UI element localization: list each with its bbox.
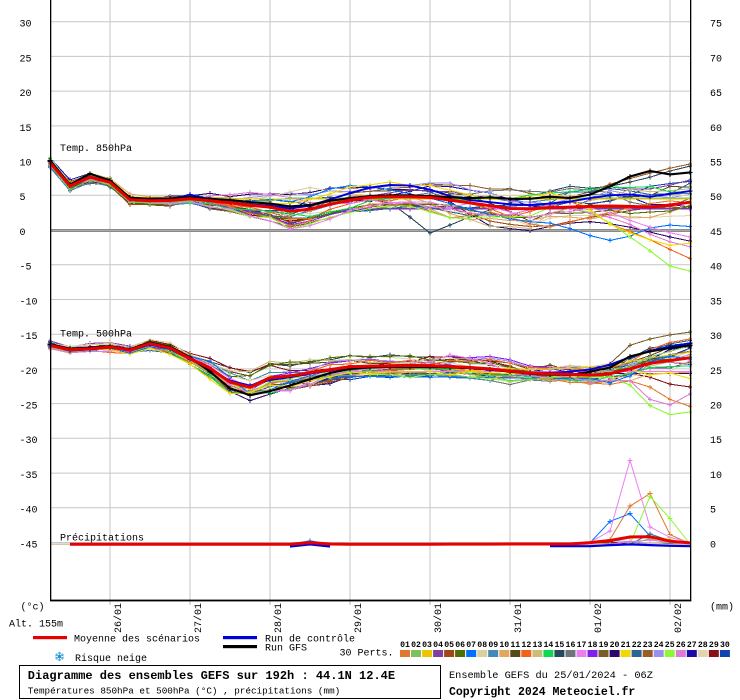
svg-text:-15: -15 bbox=[20, 332, 38, 343]
svg-text:Temp. 500hPa: Temp. 500hPa bbox=[60, 329, 132, 341]
svg-text:75: 75 bbox=[710, 20, 722, 31]
svg-text:25: 25 bbox=[710, 367, 722, 378]
svg-text:29: 29 bbox=[709, 641, 719, 650]
svg-text:20: 20 bbox=[710, 402, 722, 413]
svg-text:20: 20 bbox=[610, 641, 620, 650]
svg-text:-35: -35 bbox=[20, 471, 38, 482]
svg-text:Run de contrôle: Run de contrôle bbox=[265, 634, 355, 646]
svg-text:Ensemble GEFS du 25/01/2024 -: Ensemble GEFS du 25/01/2024 - 06Z bbox=[449, 670, 653, 682]
svg-text:01/02: 01/02 bbox=[593, 603, 605, 633]
svg-text:25: 25 bbox=[20, 54, 32, 65]
svg-text:27/01: 27/01 bbox=[193, 603, 205, 633]
svg-text:28: 28 bbox=[698, 641, 708, 650]
svg-text:60: 60 bbox=[710, 124, 722, 135]
svg-text:10: 10 bbox=[710, 471, 722, 482]
svg-text:28/01: 28/01 bbox=[273, 603, 285, 633]
svg-text:70: 70 bbox=[710, 54, 722, 65]
svg-text:Diagramme des ensembles GEFS s: Diagramme des ensembles GEFS sur 192h : … bbox=[28, 669, 395, 683]
svg-text:40: 40 bbox=[710, 263, 722, 274]
svg-text:13: 13 bbox=[532, 641, 542, 650]
svg-text:-20: -20 bbox=[20, 367, 38, 378]
svg-text:45: 45 bbox=[710, 228, 722, 239]
svg-text:19: 19 bbox=[599, 641, 609, 650]
svg-text:07: 07 bbox=[466, 641, 476, 650]
svg-text:Temp. 850hPa: Temp. 850hPa bbox=[60, 143, 132, 155]
svg-text:16: 16 bbox=[566, 641, 576, 650]
svg-text:35: 35 bbox=[710, 297, 722, 308]
svg-text:24: 24 bbox=[654, 641, 664, 650]
svg-text:Moyenne des scénarios: Moyenne des scénarios bbox=[74, 634, 200, 646]
svg-text:04: 04 bbox=[433, 641, 443, 650]
svg-text:Températures 850hPa et 500hPa: Températures 850hPa et 500hPa (°C) , pré… bbox=[28, 686, 340, 697]
svg-text:30: 30 bbox=[20, 20, 32, 31]
svg-text:-25: -25 bbox=[20, 402, 38, 413]
svg-text:30 Perts.: 30 Perts. bbox=[340, 649, 394, 660]
svg-text:26: 26 bbox=[676, 641, 686, 650]
svg-text:08: 08 bbox=[477, 641, 487, 650]
svg-text:06: 06 bbox=[455, 641, 465, 650]
svg-text:30/01: 30/01 bbox=[433, 603, 445, 633]
svg-text:Alt. 155m: Alt. 155m bbox=[9, 618, 63, 630]
svg-text:18: 18 bbox=[588, 641, 598, 650]
svg-text:02/02: 02/02 bbox=[673, 603, 685, 633]
svg-text:14: 14 bbox=[543, 641, 553, 650]
svg-text:26/01: 26/01 bbox=[113, 603, 125, 633]
svg-text:Risque neige: Risque neige bbox=[75, 653, 147, 665]
svg-text:03: 03 bbox=[422, 641, 432, 650]
svg-text:Précipitations: Précipitations bbox=[60, 533, 144, 545]
svg-text:22: 22 bbox=[632, 641, 642, 650]
svg-text:Run GFS: Run GFS bbox=[265, 644, 307, 655]
svg-text:05: 05 bbox=[444, 641, 454, 650]
svg-text:27: 27 bbox=[687, 641, 697, 650]
svg-text:31/01: 31/01 bbox=[513, 603, 525, 633]
svg-text:55: 55 bbox=[710, 158, 722, 169]
svg-text:-5: -5 bbox=[20, 263, 32, 274]
svg-text:29/01: 29/01 bbox=[353, 603, 365, 633]
svg-text:(°c): (°c) bbox=[21, 602, 45, 614]
svg-text:09: 09 bbox=[488, 641, 498, 650]
svg-text:-45: -45 bbox=[20, 540, 38, 551]
svg-text:01: 01 bbox=[400, 641, 410, 650]
svg-text:17: 17 bbox=[577, 641, 587, 650]
svg-text:11: 11 bbox=[510, 641, 520, 650]
svg-text:21: 21 bbox=[621, 641, 631, 650]
svg-text:0: 0 bbox=[710, 540, 716, 551]
svg-text:12: 12 bbox=[521, 641, 531, 650]
svg-text:Copyright 2024 Meteociel.fr: Copyright 2024 Meteociel.fr bbox=[449, 686, 635, 699]
svg-text:15: 15 bbox=[710, 436, 722, 447]
svg-text:20: 20 bbox=[20, 89, 32, 100]
svg-text:(mm): (mm) bbox=[710, 602, 734, 614]
svg-text:10: 10 bbox=[499, 641, 509, 650]
svg-text:50: 50 bbox=[710, 193, 722, 204]
svg-text:15: 15 bbox=[555, 641, 565, 650]
svg-text:5: 5 bbox=[20, 193, 26, 204]
svg-text:30: 30 bbox=[720, 641, 730, 650]
svg-text:02: 02 bbox=[411, 641, 421, 650]
svg-text:5: 5 bbox=[710, 506, 716, 517]
svg-text:-30: -30 bbox=[20, 436, 38, 447]
svg-text:23: 23 bbox=[643, 641, 653, 650]
svg-text:65: 65 bbox=[710, 89, 722, 100]
svg-text:-10: -10 bbox=[20, 297, 38, 308]
svg-text:25: 25 bbox=[665, 641, 675, 650]
svg-text:30: 30 bbox=[710, 332, 722, 343]
svg-text:-40: -40 bbox=[20, 506, 38, 517]
svg-text:15: 15 bbox=[20, 124, 32, 135]
svg-text:10: 10 bbox=[20, 158, 32, 169]
svg-text:0: 0 bbox=[20, 228, 26, 239]
